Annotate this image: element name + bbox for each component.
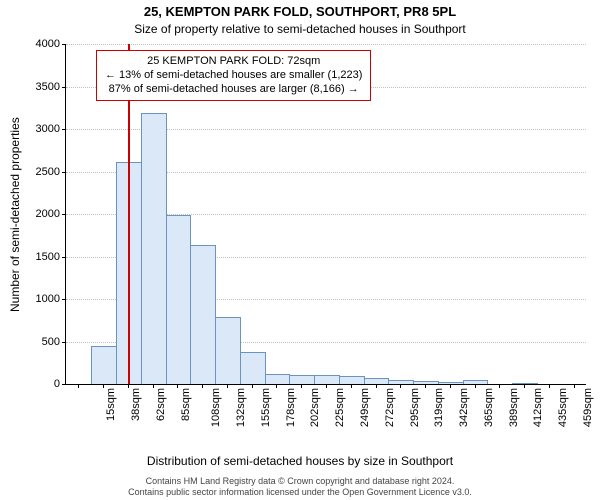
histogram-bar [166, 215, 192, 384]
x-axis-label: Distribution of semi-detached houses by … [0, 454, 600, 468]
x-tick-mark [425, 384, 426, 388]
x-tick-label: 225sqm [334, 388, 346, 427]
y-tick-mark [62, 172, 66, 173]
y-tick-mark [62, 129, 66, 130]
histogram-bar [141, 113, 167, 384]
x-tick-label: 155sqm [260, 388, 272, 427]
y-tick-mark [62, 257, 66, 258]
x-tick-mark [227, 384, 228, 388]
x-tick-mark [524, 384, 525, 388]
x-tick-mark [301, 384, 302, 388]
y-tick-label: 0 [54, 378, 60, 390]
annotation-box: 25 KEMPTON PARK FOLD: 72sqm ← 13% of sem… [96, 50, 371, 101]
footer-attribution: Contains HM Land Registry data © Crown c… [0, 476, 600, 498]
x-tick-mark [78, 384, 79, 388]
x-tick-mark [450, 384, 451, 388]
y-tick-mark [62, 342, 66, 343]
footer-line: Contains HM Land Registry data © Crown c… [0, 476, 600, 487]
x-tick-mark [400, 384, 401, 388]
x-tick-label: 459sqm [582, 388, 594, 427]
x-tick-label: 62sqm [155, 388, 167, 421]
x-tick-label: 108sqm [211, 388, 223, 427]
y-tick-mark [62, 384, 66, 385]
histogram-bar [314, 375, 340, 384]
annotation-line: ← 13% of semi-detached houses are smalle… [105, 69, 362, 83]
chart-title: 25, KEMPTON PARK FOLD, SOUTHPORT, PR8 5P… [0, 4, 600, 19]
x-tick-mark [351, 384, 352, 388]
histogram-bar [289, 375, 315, 384]
y-tick-mark [62, 44, 66, 45]
histogram-bar [438, 382, 464, 384]
x-tick-label: 412sqm [532, 388, 544, 427]
histogram-bar [339, 376, 365, 384]
x-tick-label: 319sqm [433, 388, 445, 427]
x-tick-mark [128, 384, 129, 388]
x-tick-mark [475, 384, 476, 388]
x-tick-mark [252, 384, 253, 388]
y-tick-mark [62, 299, 66, 300]
y-axis-label: Number of semi-detached properties [8, 117, 22, 312]
x-tick-mark [549, 384, 550, 388]
histogram-bar [240, 352, 266, 384]
annotation-line: 25 KEMPTON PARK FOLD: 72sqm [105, 55, 362, 69]
x-tick-mark [326, 384, 327, 388]
x-tick-label: 202sqm [310, 388, 322, 427]
y-tick-mark [62, 214, 66, 215]
y-tick-mark [62, 87, 66, 88]
x-tick-label: 435sqm [557, 388, 569, 427]
y-tick-label: 1500 [36, 251, 60, 263]
x-tick-mark [153, 384, 154, 388]
x-tick-mark [177, 384, 178, 388]
y-tick-label: 4000 [36, 38, 60, 50]
x-tick-label: 38sqm [130, 388, 142, 421]
histogram-bar [215, 317, 241, 384]
x-tick-mark [276, 384, 277, 388]
histogram-bar [265, 374, 291, 384]
x-tick-label: 365sqm [483, 388, 495, 427]
x-tick-mark [574, 384, 575, 388]
y-tick-label: 500 [42, 336, 60, 348]
footer-line: Contains public sector information licen… [0, 487, 600, 498]
y-tick-label: 2000 [36, 208, 60, 220]
x-tick-label: 389sqm [508, 388, 520, 427]
annotation-line: 87% of semi-detached houses are larger (… [105, 83, 362, 97]
x-tick-label: 178sqm [285, 388, 297, 427]
x-tick-mark [202, 384, 203, 388]
histogram-bar [91, 346, 117, 384]
grid-line [66, 44, 586, 45]
x-tick-mark [499, 384, 500, 388]
x-tick-label: 342sqm [458, 388, 470, 427]
y-tick-label: 3500 [36, 81, 60, 93]
x-tick-label: 132sqm [235, 388, 247, 427]
chart-subtitle: Size of property relative to semi-detach… [0, 22, 600, 36]
x-tick-label: 272sqm [384, 388, 396, 427]
y-tick-label: 2500 [36, 166, 60, 178]
x-tick-mark [376, 384, 377, 388]
plot-area: 0500100015002000250030003500400015sqm38s… [65, 44, 586, 385]
x-tick-label: 15sqm [105, 388, 117, 421]
chart-container: 25, KEMPTON PARK FOLD, SOUTHPORT, PR8 5P… [0, 0, 600, 500]
x-tick-label: 85sqm [180, 388, 192, 421]
x-tick-label: 295sqm [409, 388, 421, 427]
x-tick-mark [103, 384, 104, 388]
x-tick-label: 249sqm [359, 388, 371, 427]
y-tick-label: 1000 [36, 293, 60, 305]
y-tick-label: 3000 [36, 123, 60, 135]
histogram-bar [190, 245, 216, 384]
